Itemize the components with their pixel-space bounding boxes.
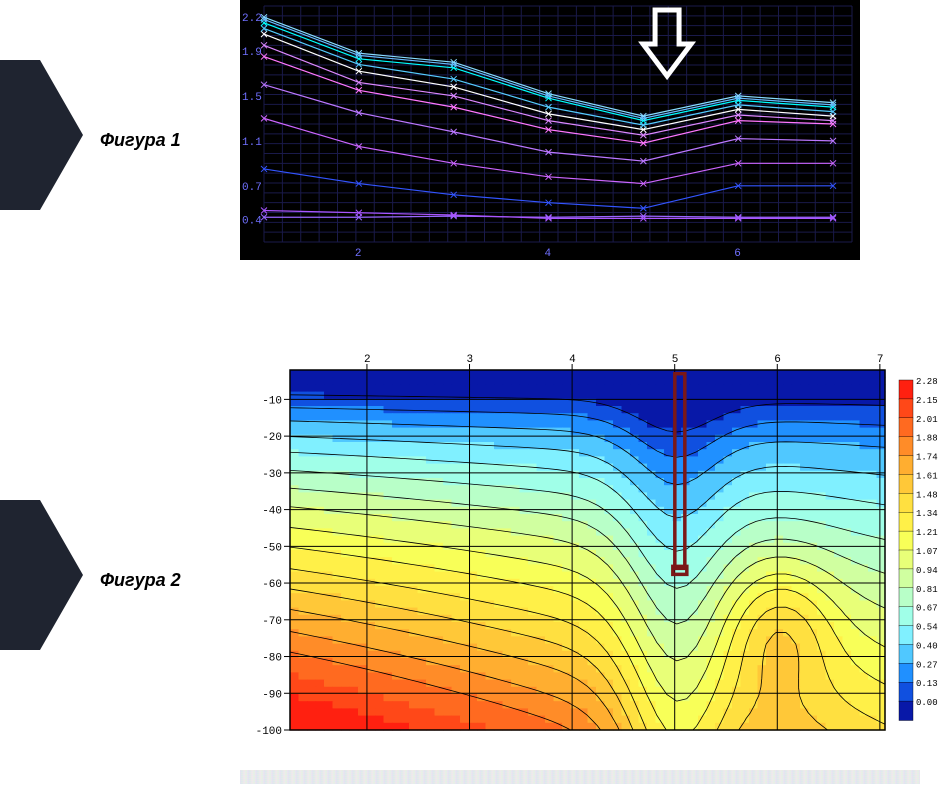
figure2-contour-plot: 2 3 4 5 6 7 -10 -20 -30 -40 -50 -60 -70 -80 -90 -100 2.… [240,350,940,750]
svg-text:1.74: 1.74 [916,453,938,463]
svg-text:6: 6 [734,248,741,260]
svg-text:1.34: 1.34 [916,509,938,519]
svg-text:5: 5 [672,354,679,366]
svg-text:1.21: 1.21 [916,528,938,538]
svg-text:1.48: 1.48 [916,490,938,500]
svg-text:-40: -40 [262,506,282,518]
svg-text:0.67: 0.67 [916,604,938,614]
svg-text:2: 2 [355,248,362,260]
svg-text:3: 3 [467,354,474,366]
svg-text:-30: -30 [262,469,282,481]
figure1-line-chart: 0.4 0.7 1.1 1.5 1.9 2.2 2 4 6 [240,0,860,260]
svg-text:2.28: 2.28 [916,377,938,387]
svg-text:-50: -50 [262,542,282,554]
svg-text:4: 4 [545,248,552,260]
svg-text:0.54: 0.54 [916,623,938,633]
svg-text:-80: -80 [262,653,282,665]
svg-text:1.61: 1.61 [916,471,938,481]
hex-shape-1 [0,60,85,210]
svg-text:-20: -20 [262,432,282,444]
svg-text:2: 2 [364,354,371,366]
svg-text:1.1: 1.1 [242,137,262,149]
svg-text:1.07: 1.07 [916,547,938,557]
svg-text:2.01: 2.01 [916,415,938,425]
figure2-label-block: Фигура 2 [0,500,230,660]
figure1-label-block: Фигура 1 [0,60,230,220]
svg-text:1.5: 1.5 [242,92,262,104]
svg-text:6: 6 [774,354,781,366]
svg-text:-70: -70 [262,616,282,628]
svg-text:0.27: 0.27 [916,660,938,670]
figure1-label: Фигура 1 [100,130,181,151]
svg-text:-60: -60 [262,579,282,591]
svg-text:2.2: 2.2 [242,13,262,25]
svg-text:1.88: 1.88 [916,434,938,444]
svg-text:0.4: 0.4 [242,216,262,228]
svg-text:1.9: 1.9 [242,47,262,59]
svg-text:-10: -10 [262,395,282,407]
svg-text:0.7: 0.7 [242,182,262,194]
svg-text:0.13: 0.13 [916,679,938,689]
figure2-label: Фигура 2 [100,570,181,591]
svg-text:0.94: 0.94 [916,566,938,576]
svg-text:0.40: 0.40 [916,641,938,651]
svg-text:7: 7 [877,354,884,366]
svg-text:0.81: 0.81 [916,585,938,595]
svg-text:4: 4 [569,354,576,366]
noise-strip [240,770,920,784]
svg-text:-100: -100 [256,726,282,738]
svg-text:0.00: 0.00 [916,698,938,708]
hex-shape-2 [0,500,85,650]
svg-text:-90: -90 [262,689,282,701]
svg-text:2.15: 2.15 [916,396,938,406]
